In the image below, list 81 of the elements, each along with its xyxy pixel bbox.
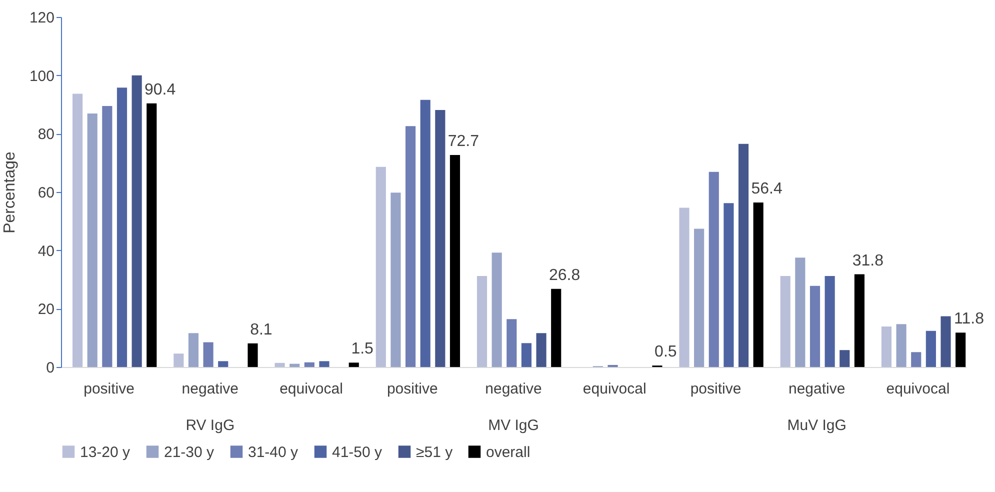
bar	[188, 333, 199, 367]
data-label: 72.7	[448, 132, 480, 150]
bar	[724, 203, 734, 367]
x-tick-label: equivocal	[280, 380, 343, 398]
bar	[87, 114, 98, 367]
data-label: 26.8	[548, 266, 580, 284]
text: MuV IgG	[787, 417, 846, 434]
bar	[854, 274, 864, 367]
y-tick-label: 20	[38, 301, 54, 318]
bar	[926, 330, 936, 367]
bar	[506, 319, 517, 367]
bar	[492, 252, 502, 367]
data-label: 31.8	[852, 252, 884, 270]
y-tick-label: 0	[46, 360, 54, 376]
y-tick-label: 100	[29, 68, 54, 85]
bar	[896, 324, 906, 367]
bar	[248, 343, 258, 367]
x-tick-label: equivocal	[582, 380, 646, 398]
bar	[536, 333, 546, 367]
data-label: 1.5	[351, 340, 374, 358]
legend-label: 31-40 y	[248, 444, 299, 461]
bar	[390, 192, 401, 367]
x-tick-label: positive	[84, 380, 134, 398]
bar	[780, 276, 790, 367]
bar	[476, 276, 488, 367]
y-tick-label: 120	[29, 10, 54, 26]
bar	[304, 362, 314, 367]
legend-label: 41-50 y	[332, 444, 383, 461]
data-label: 56.4	[751, 180, 782, 198]
x-tick-label: negative	[485, 380, 542, 398]
bar	[102, 106, 112, 367]
bar	[551, 288, 562, 367]
bar	[810, 286, 820, 367]
bar	[881, 326, 892, 367]
x-tick-label: positive	[386, 380, 438, 398]
bar	[940, 316, 951, 367]
bar	[348, 362, 359, 367]
bar	[376, 166, 386, 367]
bar	[116, 88, 128, 367]
bar	[174, 354, 184, 367]
y-tick-label: 60	[38, 184, 54, 202]
bar	[795, 258, 806, 367]
legend-label: 13-20 y	[80, 444, 131, 461]
bar	[521, 343, 532, 367]
bar	[290, 364, 300, 367]
x-tick-label: positive	[690, 380, 742, 398]
data-label: 90.4	[144, 81, 176, 98]
legend-label: overall	[486, 444, 530, 461]
data-label: 8.1	[250, 321, 272, 338]
bar	[319, 361, 330, 367]
bar	[450, 154, 460, 367]
x-tick-label: equivocal	[886, 380, 950, 398]
bar	[694, 228, 704, 367]
legend-label: 21-30 y	[164, 444, 215, 461]
bar	[911, 352, 922, 367]
x-tick-label: negative	[788, 380, 846, 398]
text: RV IgG	[186, 417, 235, 434]
y-tick-label: 80	[38, 126, 54, 144]
bar	[840, 350, 850, 367]
bar	[274, 362, 285, 367]
bar	[405, 126, 416, 367]
bar	[72, 94, 83, 367]
bar	[753, 202, 764, 367]
x-tick-label: negative	[182, 380, 239, 398]
data-label: 0.5	[654, 344, 677, 361]
bar	[218, 361, 228, 367]
bar	[824, 276, 835, 367]
data-label: 11.8	[954, 310, 984, 328]
bar	[203, 342, 214, 367]
text: MV IgG	[488, 417, 539, 434]
bar	[146, 103, 157, 367]
bar	[738, 144, 749, 367]
bar	[132, 75, 142, 367]
bar	[435, 110, 446, 367]
bar	[956, 332, 966, 367]
bar	[708, 172, 719, 367]
y-axis-title: Percentage	[1, 151, 18, 234]
bar	[679, 208, 690, 367]
y-tick-label: 40	[38, 242, 54, 260]
bar	[420, 100, 430, 367]
legend-label: ≥51 y	[416, 444, 454, 461]
